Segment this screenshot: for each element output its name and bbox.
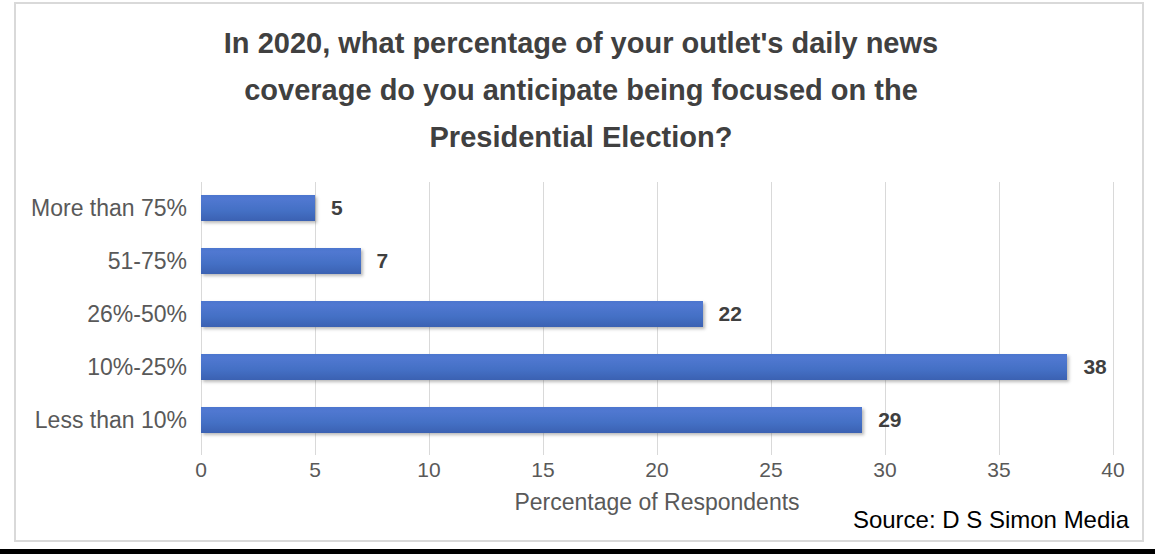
plot-area: 5 7 22 38 29 [201,182,1113,447]
category-label: 10%-25% [0,341,187,394]
x-tick-label-0: 0 [161,458,241,482]
bar-value-label: 38 [1083,354,1106,380]
bar-value-label: 22 [719,301,742,327]
x-tick-label-10: 10 [389,458,469,482]
x-tick-label-5: 5 [275,458,355,482]
bar-row: 29 [201,394,1113,447]
x-tick-label-30: 30 [845,458,925,482]
chart-title: In 2020, what percentage of your outlet'… [14,20,1148,161]
x-tick-label-15: 15 [503,458,583,482]
x-tick-label-40: 40 [1073,458,1153,482]
x-tick-label-35: 35 [959,458,1039,482]
bar-Less than 10% [201,407,862,433]
bar-More than 75% [201,195,315,221]
category-axis-labels: More than 75%51-75%26%-50%10%-25%Less th… [0,182,187,447]
bar-value-label: 29 [878,407,901,433]
category-label: 51-75% [0,235,187,288]
x-tick-label-20: 20 [617,458,697,482]
category-label: Less than 10% [0,394,187,447]
chart-title-line-2: coverage do you anticipate being focused… [14,67,1148,114]
bar-10%-25% [201,354,1067,380]
bar-row: 22 [201,288,1113,341]
bottom-border-bar [0,549,1155,554]
chart-title-line-3: Presidential Election? [14,114,1148,161]
category-label: More than 75% [0,182,187,235]
bar-51-75% [201,248,361,274]
chart-title-line-1: In 2020, what percentage of your outlet'… [14,20,1148,67]
bar-value-label: 7 [377,248,389,274]
bar-row: 7 [201,235,1113,288]
bar-row: 38 [201,341,1113,394]
source-credit: Source: D S Simon Media [853,506,1129,534]
bar-row: 5 [201,182,1113,235]
x-tick-label-25: 25 [731,458,811,482]
bar-value-label: 5 [331,195,343,221]
category-label: 26%-50% [0,288,187,341]
bar-26%-50% [201,301,703,327]
chart-screenshot: In 2020, what percentage of your outlet'… [0,0,1155,555]
